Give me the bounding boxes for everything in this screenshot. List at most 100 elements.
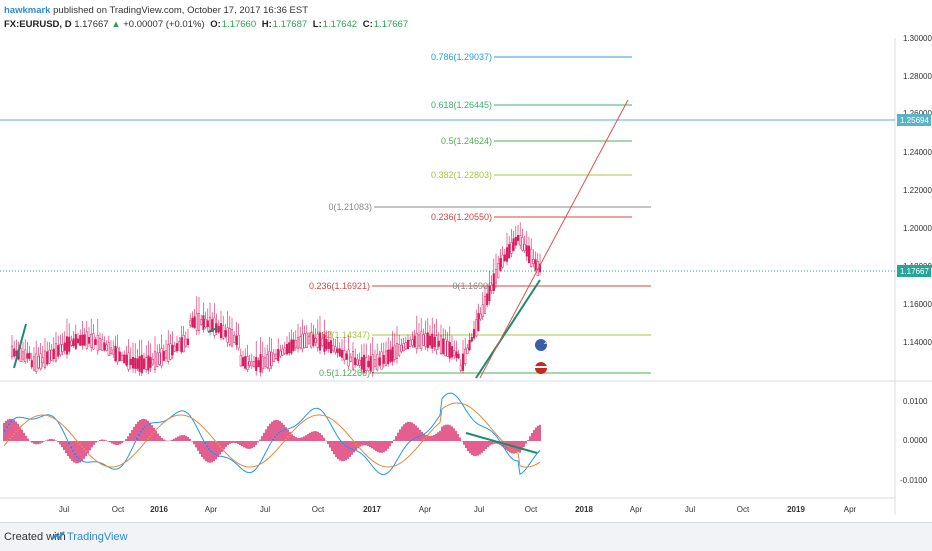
- macd-histogram-bar: [461, 441, 463, 442]
- candle-body: [211, 319, 214, 332]
- macd-histogram-bar: [255, 441, 257, 446]
- candle-body: [184, 338, 187, 347]
- candle-body: [492, 273, 495, 291]
- candle-body: [356, 359, 359, 366]
- tradingview-brand-link[interactable]: TradingView: [67, 531, 128, 543]
- macd-divergence-line[interactable]: [465, 432, 538, 454]
- macd-histogram-bar: [177, 436, 179, 441]
- macd-histogram-bar: [473, 441, 475, 456]
- trendline-support[interactable]: [475, 279, 541, 379]
- macd-histogram-bar: [279, 421, 281, 441]
- candle-body: [151, 359, 154, 365]
- candle-body: [290, 339, 293, 354]
- candle-body: [125, 354, 128, 366]
- macd-histogram-bar: [155, 430, 157, 441]
- macd-histogram-bar: [193, 441, 195, 445]
- macd-histogram-bar: [119, 441, 121, 445]
- macd-histogram-bar: [149, 422, 151, 441]
- price-axis[interactable]: 1.30000 1.28000 1.26000 1.24000 1.22000 …: [903, 34, 932, 347]
- macd-histogram-bar: [95, 441, 97, 443]
- macd-histogram-bar: [417, 427, 419, 441]
- candle-body: [235, 335, 238, 346]
- candle-body: [136, 358, 139, 369]
- candle-body: [173, 345, 176, 352]
- macd-histogram-bar: [241, 441, 243, 447]
- macd-histogram-bar: [239, 441, 241, 446]
- macd-histogram-bar: [53, 439, 55, 441]
- candle-body: [63, 342, 66, 351]
- candle-body: [13, 348, 16, 357]
- macd-histogram-bar: [111, 441, 113, 444]
- candle-body: [81, 334, 84, 346]
- macd-histogram-bar: [189, 438, 191, 441]
- candle-body: [103, 342, 106, 351]
- candle-body: [72, 338, 75, 347]
- candle-body: [219, 323, 223, 339]
- candle-body: [510, 242, 513, 254]
- candle-body: [296, 337, 300, 349]
- macd-histogram-bar: [531, 432, 533, 441]
- candle-body: [94, 339, 97, 345]
- fib-label-5-lower: 0.5(1.12266): [319, 368, 370, 378]
- candle-body: [41, 357, 44, 364]
- candle-body: [486, 293, 489, 306]
- fib-label-382: 0.382(1.22803): [431, 170, 492, 180]
- macd-histogram-bar: [305, 435, 307, 441]
- close-label: C:: [362, 19, 373, 30]
- macd-histogram-bar: [101, 439, 103, 441]
- time-axis[interactable]: Jul Oct 2016 Apr Jul Oct 2017 Apr Jul Oc…: [59, 505, 857, 514]
- candle-body: [413, 335, 416, 348]
- macd-histogram-bar: [359, 441, 361, 447]
- trendline-left[interactable]: [13, 323, 27, 369]
- candle-body: [299, 336, 302, 348]
- macd-histogram-bar: [123, 441, 125, 442]
- trendline-mid[interactable]: [207, 327, 218, 333]
- candle-body: [448, 342, 451, 359]
- macd-histogram-bar: [201, 441, 203, 457]
- macd-histogram-bar: [89, 441, 91, 451]
- macd-histogram-bar: [345, 441, 347, 461]
- candle-body: [519, 235, 522, 246]
- candle-body: [444, 338, 447, 357]
- candle-body: [316, 333, 319, 348]
- candle-body: [468, 340, 471, 351]
- macd-histogram-bar: [235, 441, 237, 444]
- candle-body: [483, 296, 487, 314]
- candle-body: [237, 335, 240, 349]
- chart-area[interactable]: 0.786(1.29037) 0.618(1.26445) 0.5(1.2462…: [0, 0, 932, 522]
- macd-histogram-bar: [289, 432, 291, 441]
- candle-body: [343, 350, 346, 361]
- macd-histogram-bar: [225, 441, 227, 448]
- macd-histogram-bar: [285, 427, 287, 441]
- candle-body: [268, 351, 271, 369]
- time-tick: Jul: [685, 505, 695, 514]
- candle-body: [261, 356, 264, 369]
- macd-histogram-bar: [441, 426, 443, 441]
- candle-body: [488, 285, 491, 302]
- open-label: O:: [210, 19, 221, 30]
- candle-body: [512, 238, 515, 251]
- current-price-badge-text: 1.17667: [900, 267, 929, 276]
- event-badge-earnings[interactable]: 2: [535, 339, 548, 351]
- macd-histogram-bar: [51, 438, 53, 441]
- candle-body: [426, 332, 429, 349]
- macd-histogram-bar: [293, 435, 295, 441]
- candle-body: [48, 349, 51, 364]
- macd-histogram-bar: [291, 434, 293, 441]
- candle-body: [459, 364, 462, 372]
- macd-histogram-bar: [187, 436, 189, 441]
- macd-histogram-bar: [411, 422, 413, 441]
- event-badge-flag[interactable]: 6: [535, 359, 548, 374]
- time-tick: Apr: [419, 505, 432, 514]
- author-link[interactable]: hawkmark: [4, 5, 51, 16]
- trendline-projection[interactable]: [479, 99, 629, 379]
- candle-body: [59, 344, 62, 355]
- candle-body: [96, 334, 99, 352]
- macd-histogram-bar: [483, 441, 485, 451]
- candle-body: [472, 328, 476, 339]
- macd-histogram-bar: [373, 441, 375, 450]
- indicator-axis[interactable]: 0.0100 0.0000 -0.0100: [900, 397, 928, 485]
- tradingview-logo-icon: [51, 531, 65, 540]
- symbol-label[interactable]: FX:EURUSD, D: [4, 19, 72, 30]
- macd-histogram-bar: [47, 439, 49, 441]
